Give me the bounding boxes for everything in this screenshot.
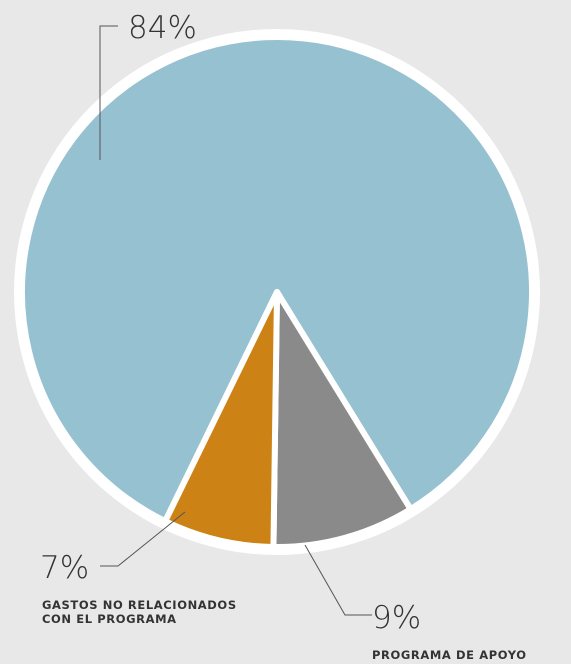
slice-category-label-9: PROGRAMA DE APOYO xyxy=(372,648,527,662)
slice-value-label-7: 7% xyxy=(40,550,89,586)
slice-category-label-7-line-2: CON EL PROGRAMA xyxy=(42,612,177,626)
leader-line-7 xyxy=(100,511,186,567)
pie-slice-7 xyxy=(162,289,280,550)
slice-value-label-9: 9% xyxy=(372,600,421,636)
pie-slice-9 xyxy=(270,289,414,550)
slice-value-label-84: 84% xyxy=(128,10,197,46)
pie-slices xyxy=(19,34,535,550)
pie-slice-84 xyxy=(19,34,535,525)
slice-category-label-7-line-1: GASTOS NO RELACIONADOS xyxy=(42,598,237,612)
leader-line-9 xyxy=(304,544,372,616)
leader-line-84 xyxy=(99,25,118,160)
